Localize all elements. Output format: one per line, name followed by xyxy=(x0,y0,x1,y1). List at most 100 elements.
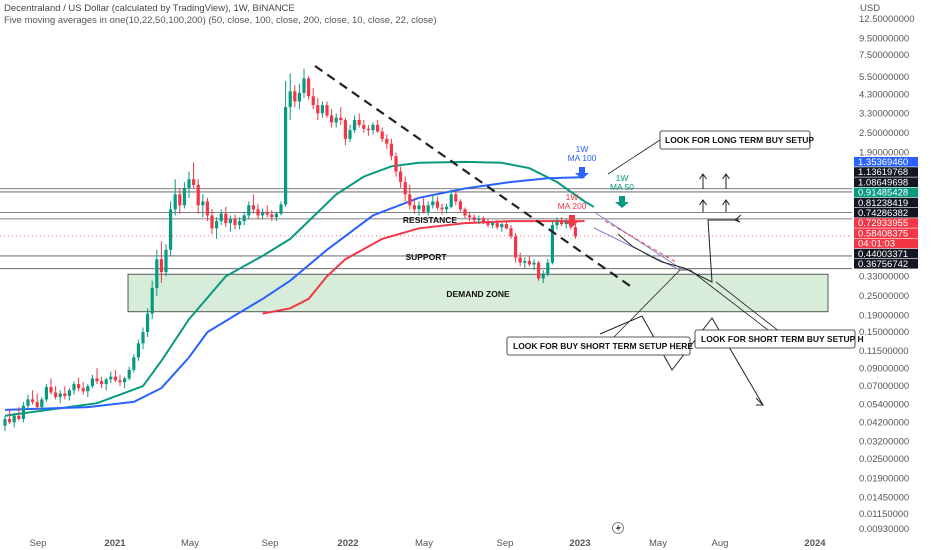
candle-body xyxy=(284,107,288,205)
price-tag xyxy=(854,157,918,167)
price-tag xyxy=(854,187,918,198)
candle-body xyxy=(113,376,117,381)
price-tag xyxy=(854,208,918,218)
candle-body xyxy=(72,384,76,391)
x-tick-label: Sep xyxy=(262,538,279,549)
y-tick-label: 7.50000000 xyxy=(859,50,909,61)
candle-body xyxy=(233,219,237,226)
candle-body xyxy=(417,205,421,210)
downtrend-line xyxy=(314,65,634,289)
candle-body xyxy=(412,205,416,210)
y-tick-label: 0.07000000 xyxy=(859,381,909,392)
y-tick-label: 0.01900000 xyxy=(859,473,909,484)
resistance-label: RESISTANCE xyxy=(403,215,457,225)
price-tag xyxy=(854,259,918,269)
candle-body xyxy=(256,209,260,216)
candle-body xyxy=(169,209,173,250)
candle-body xyxy=(550,225,554,263)
price-tag-label: 0.91485428 xyxy=(858,188,908,199)
y-tick-label: 9.50000000 xyxy=(859,33,909,44)
price-tag-label: 0.36756742 xyxy=(858,259,908,270)
candle-body xyxy=(205,201,209,216)
candle-body xyxy=(555,222,559,226)
up-arrow-upper xyxy=(699,173,707,189)
candle-body xyxy=(210,215,214,229)
support-label: SUPPORT xyxy=(405,252,447,262)
candle-body xyxy=(330,115,334,123)
candle-body xyxy=(178,194,182,206)
candle-body xyxy=(500,224,504,228)
candle-body xyxy=(12,415,16,423)
candle-body xyxy=(394,156,398,172)
candle-body xyxy=(58,393,62,398)
candle-body xyxy=(192,179,196,185)
candle-body xyxy=(270,214,274,218)
price-tag-label: 1.13619768 xyxy=(858,167,908,178)
flash-icon-glyph xyxy=(616,524,621,532)
candle-body xyxy=(81,388,85,392)
candle-body xyxy=(472,217,476,221)
y-tick-label: 0.11500000 xyxy=(859,346,909,357)
price-tag-label: 0.72933955 xyxy=(858,218,908,229)
candle-body xyxy=(302,78,306,93)
callout-pointer xyxy=(613,269,690,338)
ma-50-label-arrow-icon xyxy=(615,196,629,208)
candle-body xyxy=(164,249,168,273)
callout-short-term-buy-label: LOOK FOR SHORT TERM BUY SETUP H xyxy=(701,334,864,344)
candle-body xyxy=(362,124,366,129)
candle-body xyxy=(293,91,297,102)
candle-body xyxy=(431,201,435,206)
x-tick-label: Sep xyxy=(30,538,47,549)
x-tick-label: Sep xyxy=(497,538,514,549)
candle-body xyxy=(477,218,481,221)
price-tag-label: 0.81238419 xyxy=(858,198,908,209)
candle-body xyxy=(316,105,320,114)
candle-body xyxy=(366,128,370,131)
candle-body xyxy=(514,236,518,258)
candle-body xyxy=(215,221,219,229)
candle-body xyxy=(201,201,205,206)
candle-body xyxy=(445,206,449,210)
candle-body xyxy=(150,287,154,314)
price-tag xyxy=(854,177,918,187)
x-tick-label: May xyxy=(415,538,433,549)
candle-body xyxy=(136,343,140,358)
candle-body xyxy=(159,259,163,273)
candle-body xyxy=(532,262,536,265)
candle-body xyxy=(109,376,113,380)
candle-body xyxy=(523,260,527,263)
candle-body xyxy=(449,194,453,207)
candle-body xyxy=(385,138,389,144)
candle-body xyxy=(238,221,242,226)
candle-body xyxy=(251,205,255,210)
callout-short-term-buy-box xyxy=(694,329,856,349)
candle-body xyxy=(31,399,35,402)
candle-body xyxy=(279,204,283,214)
candle-body xyxy=(63,393,67,396)
price-tag xyxy=(854,248,918,259)
candle-body xyxy=(54,392,58,398)
callout-pointer xyxy=(689,269,769,331)
candle-body xyxy=(26,399,30,406)
indicator-legend: Five moving averages in one(10,22,50,100… xyxy=(4,15,437,26)
candle-body xyxy=(8,418,12,423)
x-tick-label: 2023 xyxy=(569,538,590,549)
candle-body xyxy=(224,213,228,224)
candle-body xyxy=(146,313,150,333)
candle-body xyxy=(343,120,347,139)
candle-body xyxy=(403,182,407,195)
price-tag-label: 1.35369460 xyxy=(858,157,908,168)
candle-body xyxy=(353,120,357,131)
x-tick-label: Aug xyxy=(712,538,729,549)
chart-title: Decentraland / US Dollar (calculated by … xyxy=(4,3,295,14)
x-tick-label: 2021 xyxy=(104,538,126,549)
candle-body xyxy=(3,418,7,426)
candle-body xyxy=(357,120,361,125)
ma-100-label-line-0: 1W xyxy=(576,144,589,154)
candle-body xyxy=(399,171,403,183)
candle-body xyxy=(90,378,94,387)
candle-body xyxy=(495,223,499,228)
y-tick-label: 0.04200000 xyxy=(859,417,909,428)
candle-body xyxy=(44,387,48,400)
